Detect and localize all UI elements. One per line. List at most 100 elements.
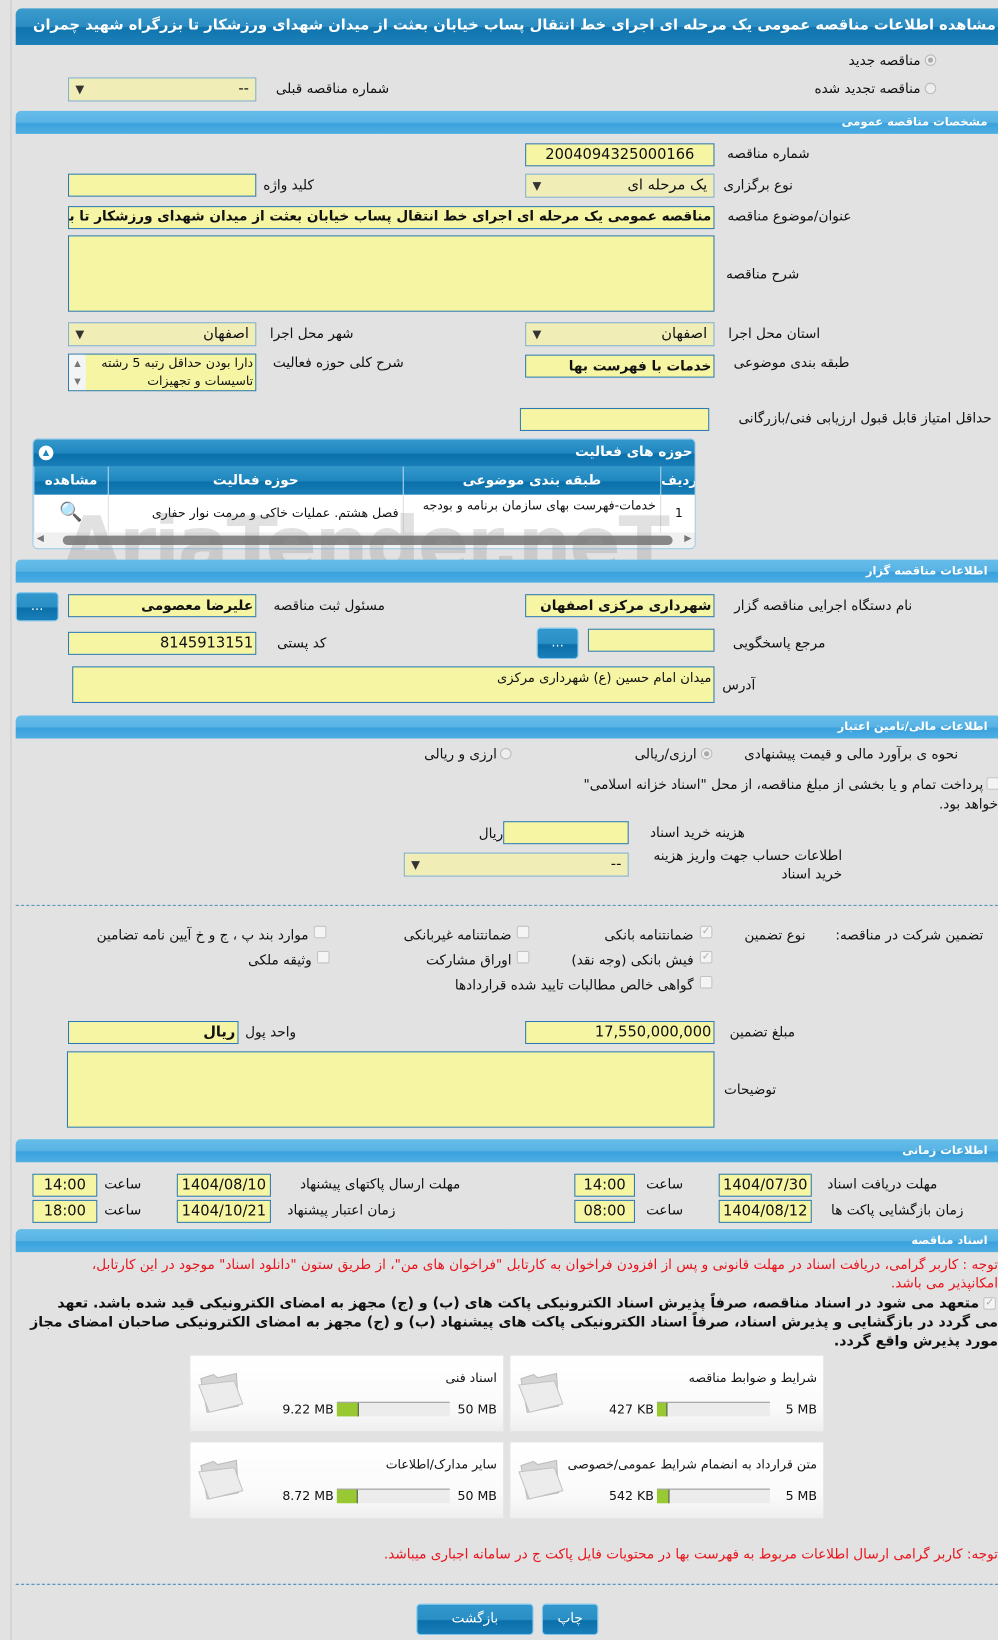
column-header-category: طبقه بندی موضوعی <box>402 466 661 495</box>
participation-bonds-checkbox[interactable] <box>516 950 530 964</box>
address-field[interactable]: میدان امام حسین (ع) شهرداری مرکزی <box>72 666 715 703</box>
guarantee-option-label: اوراق مشارکت <box>426 952 512 969</box>
submit-date[interactable]: 1404/08/10 <box>176 1173 271 1197</box>
activities-title: حوزه های فعالیت <box>575 444 693 461</box>
account-label: اطلاعات حساب جهت واریز هزینه خرید اسناد <box>653 848 843 883</box>
notes-label: توضیحات <box>724 1082 777 1099</box>
activity-summary-textarea[interactable]: ▲ ▼ دارا بودن حداقل رتبه 5 رشته تاسیسات و… <box>67 353 257 392</box>
account-value: -- <box>610 855 622 873</box>
file-size-fill <box>336 1402 359 1417</box>
file-title: متن قرارداد به انضمام شرایط عمومی/خصوصی <box>567 1457 818 1472</box>
column-header-view: مشاهده <box>33 466 108 495</box>
bank-receipt-checkbox[interactable]: ✓ <box>699 950 713 964</box>
opening-time[interactable]: 08:00 <box>574 1199 635 1223</box>
postal-field[interactable]: 8145913151 <box>67 631 257 655</box>
activity-summary-value: دارا بودن حداقل رتبه 5 رشته تاسیسات و تج… <box>101 355 254 389</box>
section-title: اطلاعات زمانی <box>902 1143 988 1157</box>
bank-guarantee-checkbox[interactable]: ✓ <box>699 925 713 939</box>
validity-date[interactable]: 1404/10/21 <box>176 1199 271 1223</box>
doc-cost-field[interactable] <box>503 821 629 845</box>
activities-header: حوزه های فعالیت ▲ <box>33 439 695 467</box>
folder-icon <box>198 1372 244 1413</box>
doc-receive-date[interactable]: 1404/07/30 <box>718 1173 812 1197</box>
page-title-bar: مشاهده اطلاعات مناقصه عمومی یک مرحله ای … <box>15 8 998 45</box>
new-tender-radio[interactable] <box>924 54 937 66</box>
scroll-right-icon[interactable]: ▶ <box>684 533 692 544</box>
amount-field[interactable]: 17,550,000,000 <box>525 1020 715 1045</box>
org-label: نام دستگاه اجرایی مناقصه گزار <box>734 598 913 615</box>
document-file-card[interactable]: شرایط و ضوابط مناقصه 5 MB 427 KB <box>509 1354 825 1433</box>
folder-icon <box>518 1459 564 1500</box>
reference-label: مرجع پاسخگویی <box>732 636 826 652</box>
folder-icon <box>198 1459 244 1500</box>
account-select[interactable]: -- ▼ <box>403 852 629 877</box>
submit-time[interactable]: 14:00 <box>32 1173 98 1197</box>
activities-panel: حوزه های فعالیت ▲ ردیف طبقه بندی موضوعی … <box>32 438 696 550</box>
doc-cost-label: هزینه خرید اسناد <box>650 825 745 842</box>
min-score-label: حداقل امتیاز قابل قبول ارزیابی فنی/بازرگ… <box>738 411 992 427</box>
subject-field[interactable]: مناقصه عمومی یک مرحله ای اجرای خط انتقال… <box>67 206 715 230</box>
horizontal-scrollbar[interactable]: ◀ ▶ <box>33 532 695 549</box>
previous-number-select[interactable]: -- ▼ <box>67 77 257 102</box>
currency-label: واحد پول <box>245 1025 297 1041</box>
description-label: شرح مناقصه <box>726 266 800 283</box>
claims-certificate-checkbox[interactable] <box>699 976 713 989</box>
document-file-card[interactable]: اسناد فنی 50 MB 9.22 MB <box>189 1354 505 1433</box>
textarea-scrollbar[interactable]: ▲ ▼ <box>69 354 86 391</box>
opening-date[interactable]: 1404/08/12 <box>718 1199 812 1223</box>
doc-receive-time[interactable]: 14:00 <box>574 1173 635 1197</box>
org-field[interactable]: شهرداری مرکزی اصفهان <box>525 594 715 618</box>
province-label: استان محل اجرا <box>728 326 821 343</box>
file-size-bar <box>656 1488 770 1504</box>
download-notice-1: توجه : کاربر گرامی، دریافت اسناد در مهلت… <box>91 1257 998 1274</box>
scrollbar-thumb[interactable] <box>62 535 673 546</box>
currency-field[interactable]: ریال <box>67 1020 239 1045</box>
previous-number-value: -- <box>238 80 249 98</box>
view-details-icon[interactable]: 🔍 <box>33 494 108 533</box>
hour-label: ساعت <box>646 1203 684 1219</box>
document-file-card[interactable]: متن قرارداد به انضمام شرایط عمومی/خصوصی 5… <box>509 1441 825 1519</box>
validity-time[interactable]: 18:00 <box>32 1199 98 1223</box>
min-score-field[interactable] <box>519 407 710 431</box>
back-button[interactable]: بازگشت <box>416 1603 534 1636</box>
holding-type-select[interactable]: یک مرحله ای ▼ <box>525 173 715 198</box>
keyword-field[interactable] <box>67 173 257 197</box>
file-size-fill <box>336 1489 358 1504</box>
guarantee-option-label: فیش بانکی (وجه نقد) <box>571 952 694 969</box>
province-select[interactable]: اصفهان ▼ <box>525 322 715 347</box>
guarantee-option-label: ضمانتنامه بانکی <box>604 927 694 944</box>
estimate-currency-and-rial-radio[interactable] <box>500 747 512 760</box>
notes-textarea[interactable] <box>66 1051 715 1128</box>
download-notice-2: امکانپذیر می باشد. <box>890 1276 998 1292</box>
reference-browse-button[interactable]: ... <box>536 627 579 660</box>
file-size-bar <box>336 1488 450 1504</box>
document-file-card[interactable]: سایر مدارک/اطلاعات 50 MB 8.72 MB <box>189 1441 505 1519</box>
doc-cost-unit: ریال <box>478 826 504 843</box>
tender-number-field[interactable]: 2004094325000166 <box>525 143 715 167</box>
section-title: اطلاعات مناقصه گزار <box>865 563 988 578</box>
validity-label: زمان اعتبار پیشنهاد <box>287 1203 396 1219</box>
section-organizer: اطلاعات مناقصه گزار <box>15 559 998 583</box>
regulation-items-checkbox[interactable] <box>313 925 327 939</box>
print-button[interactable]: چاپ <box>541 1603 599 1636</box>
category-field[interactable]: خدمات با فهرست بها <box>525 354 715 378</box>
opening-label: زمان بازگشایی پاکت ها <box>831 1203 964 1219</box>
non-bank-guarantee-checkbox[interactable] <box>516 925 530 939</box>
reference-field[interactable] <box>587 628 715 652</box>
description-textarea[interactable] <box>67 235 715 312</box>
file-size: 542 KB <box>609 1488 654 1504</box>
scroll-left-icon[interactable]: ◀ <box>36 533 44 544</box>
renewed-tender-radio[interactable] <box>924 82 937 95</box>
commitment-checkbox[interactable]: ✓ <box>983 1297 996 1310</box>
city-select[interactable]: اصفهان ▼ <box>67 322 257 347</box>
page-title: مشاهده اطلاعات مناقصه عمومی یک مرحله ای … <box>33 16 996 34</box>
previous-number-label: شماره مناقصه قبلی <box>275 81 390 98</box>
file-size: 8.72 MB <box>282 1488 334 1504</box>
treasury-checkbox[interactable] <box>986 777 998 790</box>
registrar-browse-button[interactable]: ... <box>15 592 59 622</box>
estimate-currency-rial-radio[interactable] <box>700 747 713 760</box>
collapse-icon[interactable]: ▲ <box>38 445 54 461</box>
property-collateral-checkbox[interactable] <box>316 950 330 964</box>
estimate-label: نحوه ی برآورد مالی و قیمت پیشنهادی <box>744 746 959 763</box>
registrar-field[interactable]: علیرضا معصومی <box>67 594 257 618</box>
